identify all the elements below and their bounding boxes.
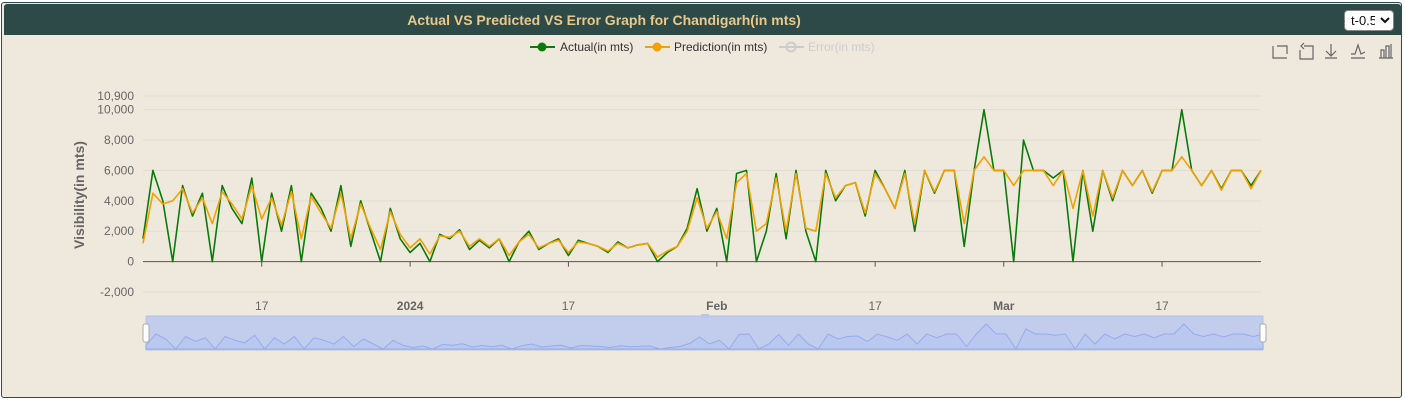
- y-tick-label: 4,000: [104, 194, 134, 208]
- y-tick-label: 2,000: [104, 224, 134, 238]
- zoom-icon[interactable]: [1272, 45, 1288, 59]
- y-tick-label: 6,000: [104, 163, 134, 177]
- x-tick-label: 17: [868, 299, 882, 313]
- data-zoom-slider[interactable]: [142, 314, 1267, 351]
- chart-header: Actual VS Predicted VS Error Graph for C…: [4, 4, 1401, 35]
- lead-time-select[interactable]: t-0.5: [1344, 10, 1394, 31]
- y-axis-label: Visibility(in mts): [71, 141, 87, 249]
- legend-error-marker: [785, 41, 797, 53]
- toolbox: [1272, 42, 1393, 60]
- zoom-handle-right[interactable]: [1259, 323, 1267, 343]
- y-tick-label: -2,000: [100, 285, 134, 299]
- actual-series-line: [142, 108, 1262, 263]
- zoom-move-handle[interactable]: [701, 314, 709, 318]
- legend-prediction-marker: [652, 42, 662, 52]
- y-tick-label: 10,900: [97, 89, 134, 103]
- y-tick-label: 0: [127, 255, 134, 269]
- y-tick-label: 10,000: [97, 103, 134, 117]
- zoom-preview: [145, 323, 1264, 351]
- bar-chart-icon[interactable]: [1379, 44, 1393, 59]
- download-icon[interactable]: [1325, 44, 1337, 59]
- zoom-handle-left[interactable]: [142, 323, 150, 343]
- y-tick-label: 8,000: [104, 133, 134, 147]
- chart-title: Actual VS Predicted VS Error Graph for C…: [407, 12, 801, 28]
- legend-actual-marker: [537, 42, 547, 52]
- line-chart-icon[interactable]: [1351, 43, 1366, 59]
- x-tick-label: Feb: [706, 299, 727, 313]
- x-tick-label: Mar: [993, 299, 1015, 313]
- legend: Actual(in mts) Prediction(in mts) Error(…: [530, 40, 875, 54]
- legend-item-prediction[interactable]: Prediction(in mts): [645, 40, 767, 54]
- legend-actual-label: Actual(in mts): [560, 40, 633, 54]
- prediction-series-line: [142, 156, 1262, 258]
- legend-item-actual[interactable]: Actual(in mts): [530, 40, 633, 54]
- zoom-preview-area: [145, 323, 1264, 351]
- legend-error-label: Error(in mts): [808, 40, 875, 54]
- x-tick-label: 2024: [397, 299, 424, 313]
- x-tick-label: 17: [255, 299, 269, 313]
- zoom-selection[interactable]: [146, 316, 1263, 350]
- x-axis-ticks: 17 2024 17 Feb 17 Mar 17: [255, 261, 1169, 313]
- x-tick-label: 17: [1155, 299, 1169, 313]
- series-lines: [142, 108, 1262, 263]
- legend-item-error[interactable]: Error(in mts): [779, 40, 875, 54]
- zoom-reset-icon[interactable]: [1299, 42, 1314, 60]
- legend-prediction-label: Prediction(in mts): [674, 40, 767, 54]
- x-tick-label: 17: [562, 299, 576, 313]
